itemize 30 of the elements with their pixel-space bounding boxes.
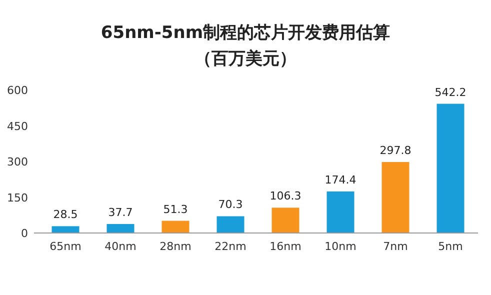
x-tick-label: 22nm [214,240,246,253]
y-tick-label: 150 [7,191,28,204]
bar [382,162,410,233]
data-label: 297.8 [380,144,412,158]
x-tick-label: 10nm [324,240,356,253]
data-label: 37.7 [108,206,133,220]
data-label: 70.3 [218,198,243,212]
bar [162,220,190,233]
x-tick-label: 65nm [50,240,82,253]
x-tick-label: 16nm [270,240,302,253]
data-label: 174.4 [324,173,356,186]
chart-title: 65nm-5nm制程的芯片开发费用估算（百万美元） [100,23,390,69]
y-tick-label: 600 [7,84,28,97]
y-tick-label: 0 [21,227,28,240]
data-label: 28.5 [53,208,78,222]
bar [106,224,134,233]
x-tick-label: 5nm [438,240,463,253]
bar [326,191,354,233]
y-tick-label: 450 [7,120,28,133]
y-tick-label: 300 [7,156,28,168]
bar [272,208,300,233]
bar [436,104,464,233]
x-tick-label: 7nm [383,240,408,253]
bar [216,216,244,233]
data-label: 542.2 [434,86,466,99]
data-label: 106.3 [270,190,302,203]
x-tick-label: 40nm [104,240,136,253]
data-label: 51.3 [163,202,188,216]
bar [52,226,80,233]
x-tick-label: 28nm [160,240,192,253]
